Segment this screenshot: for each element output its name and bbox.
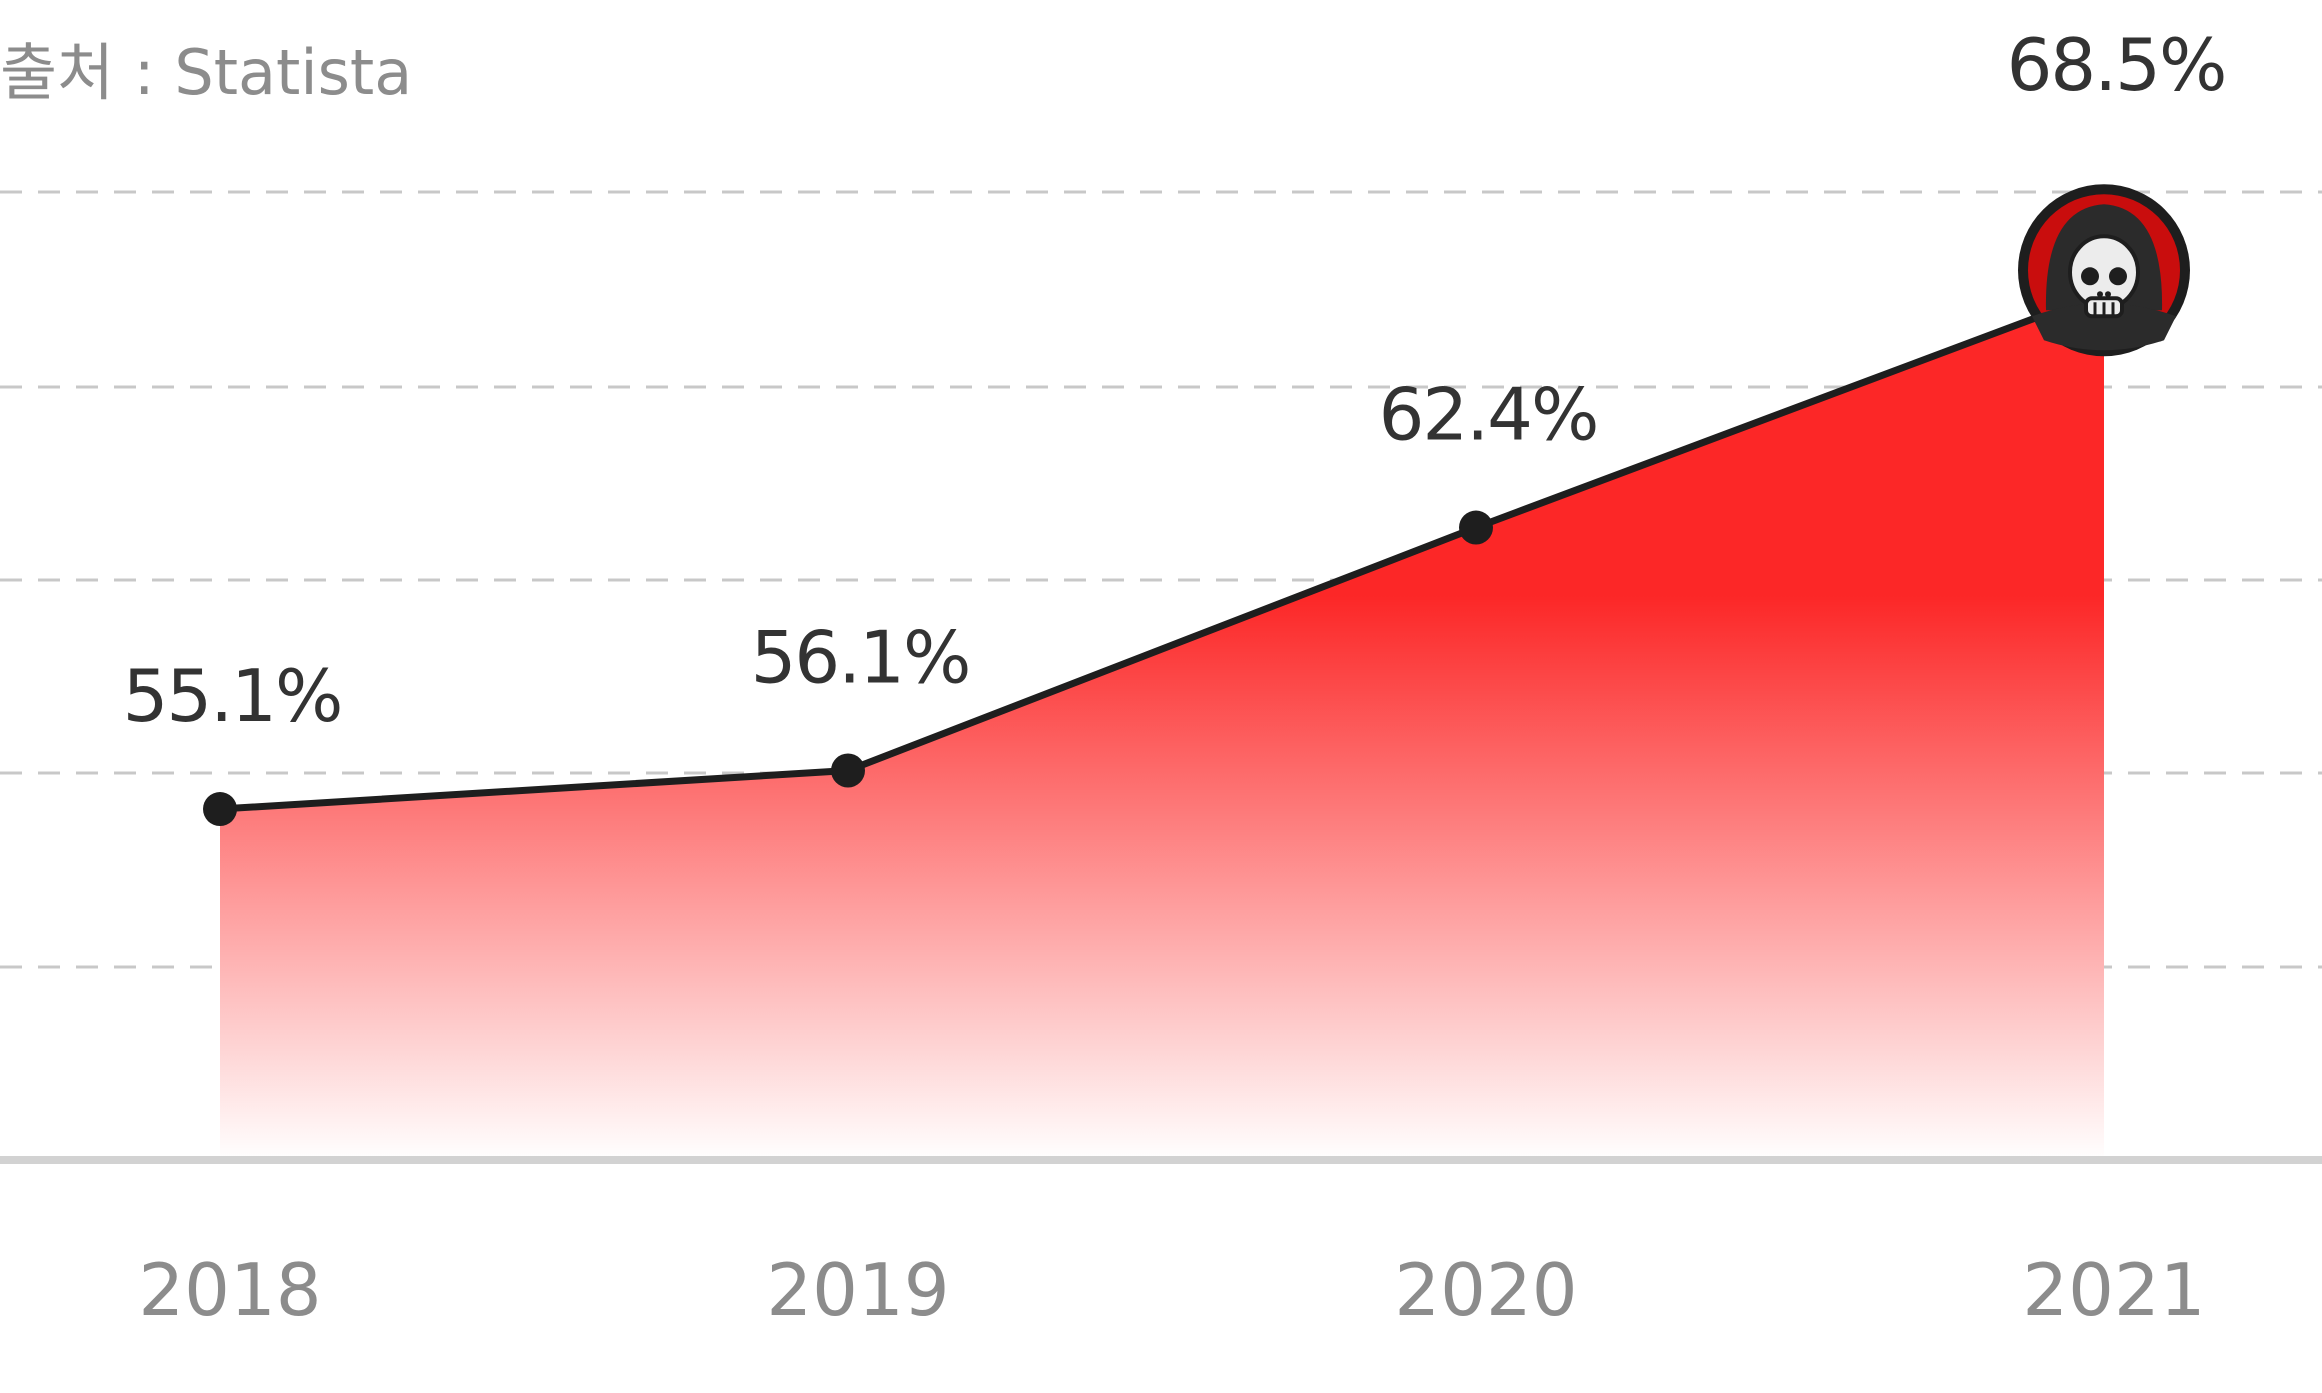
value-label-2021: 68.5% xyxy=(2007,23,2226,107)
data-point-2020 xyxy=(1459,510,1493,545)
area-fill xyxy=(220,292,2104,1161)
value-label-2019: 56.1% xyxy=(751,615,970,699)
x-tick-label-2019: 2019 xyxy=(766,1248,949,1332)
value-labels: 55.1% 56.1% 62.4% 68.5% xyxy=(123,23,2228,738)
data-points xyxy=(203,510,1493,827)
x-tick-label-2020: 2020 xyxy=(1394,1248,1577,1332)
value-label-2018: 55.1% xyxy=(123,654,342,738)
data-point-2019 xyxy=(831,753,865,788)
x-tick-label-2018: 2018 xyxy=(138,1248,321,1332)
series-line xyxy=(219,288,2106,813)
value-label-2020: 62.4% xyxy=(1379,373,1598,457)
data-point-2018 xyxy=(203,792,237,827)
source-note: 출처 : Statista xyxy=(0,36,413,109)
x-tick-label-2021: 2021 xyxy=(2022,1248,2205,1332)
x-tick-labels: 2018 2019 2020 2021 xyxy=(138,1248,2205,1332)
grim-reaper-icon xyxy=(2018,184,2190,357)
